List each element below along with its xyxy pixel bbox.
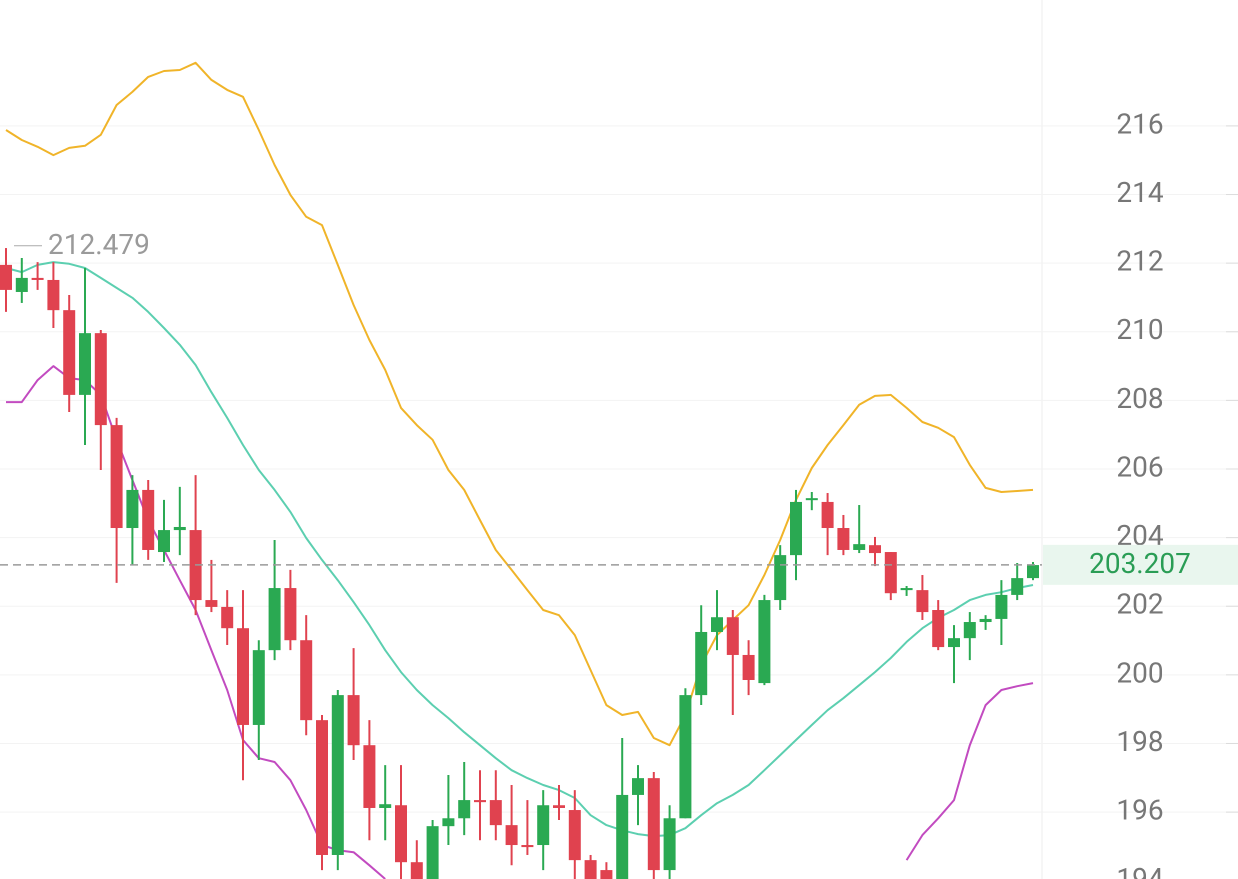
candle-body [79, 333, 91, 395]
candle-body [300, 640, 313, 721]
candle-body [853, 544, 866, 550]
candle-body [347, 695, 360, 746]
candle-body [284, 588, 297, 641]
candle-body [505, 825, 518, 846]
candle-body [142, 489, 155, 550]
y-tick-label: 200 [1116, 656, 1163, 689]
candle-body [205, 600, 218, 607]
candle-body [616, 794, 629, 879]
candle-body [63, 310, 76, 395]
candle-body [774, 555, 787, 601]
candle-body [568, 810, 581, 861]
y-tick-label: 212 [1116, 245, 1163, 278]
candle-body [158, 530, 170, 553]
plot-area: 212.479 [0, 61, 1042, 879]
candle-body [932, 610, 945, 648]
y-tick-label: 194 [1116, 862, 1163, 879]
y-tick-label: 210 [1116, 313, 1163, 346]
candle-body [726, 617, 739, 655]
y-tick-label: 208 [1116, 382, 1163, 415]
band-line [5, 261, 1034, 838]
y-tick-label: 198 [1116, 725, 1163, 758]
candle-body [869, 545, 881, 554]
candle-body [31, 277, 44, 280]
candle-body [963, 622, 976, 639]
candle-body [695, 631, 708, 696]
candle-body [647, 778, 660, 871]
y-tick-label: 206 [1116, 450, 1163, 483]
price-axis: 194196198200202204206208210212214216203.… [1043, 107, 1238, 879]
candle-body [711, 617, 723, 632]
candle-body [0, 264, 12, 290]
candle-body [900, 588, 913, 591]
candle-body [252, 650, 265, 725]
candle-body [600, 870, 613, 879]
candle-body [537, 805, 550, 846]
candle-body [268, 588, 281, 651]
y-tick-label: 214 [1116, 176, 1163, 209]
candle-body [521, 845, 534, 848]
candle-body [837, 528, 850, 550]
last-price-label: 203.207 [1089, 547, 1191, 580]
y-tick-label: 202 [1116, 588, 1163, 621]
candle-body [884, 552, 897, 594]
candle-body [331, 695, 344, 855]
max-label: 212.479 [48, 228, 150, 261]
candle-body [584, 860, 597, 879]
candle-body [1027, 565, 1039, 579]
candle-body [821, 501, 834, 529]
candle-body [758, 600, 771, 684]
candle-body [237, 628, 249, 725]
candle-body [221, 606, 234, 629]
candle-body [553, 805, 565, 808]
y-tick-label: 216 [1116, 107, 1163, 140]
candle-body [916, 590, 929, 613]
candle-body [995, 594, 1008, 619]
candle-body [442, 818, 455, 827]
candle-body [15, 277, 28, 292]
candle-body [1011, 578, 1024, 595]
candle-body [47, 279, 60, 311]
candle-body [94, 333, 107, 426]
candle-body [316, 720, 328, 855]
candle-body [458, 800, 471, 819]
candle-body [173, 526, 186, 531]
last-price-tag [1043, 544, 1238, 585]
candle-body [679, 695, 692, 819]
candle-body [489, 800, 502, 826]
candle-body [663, 818, 676, 871]
candle-body [410, 862, 423, 879]
candle-body [395, 805, 407, 863]
candle-body [426, 826, 439, 879]
candle-body [790, 501, 802, 556]
candle-body [805, 498, 818, 501]
candle-body [110, 425, 123, 529]
y-tick-label: 196 [1116, 793, 1163, 826]
candle-body [126, 489, 139, 529]
candle-body [632, 778, 644, 795]
candle-body [474, 800, 486, 803]
candle-body [379, 804, 392, 808]
candle-body [948, 638, 960, 648]
candle-body [742, 654, 755, 681]
grid [0, 125, 1238, 813]
candle-body [979, 618, 992, 623]
band-line [5, 61, 1034, 747]
candle-body [363, 745, 376, 808]
